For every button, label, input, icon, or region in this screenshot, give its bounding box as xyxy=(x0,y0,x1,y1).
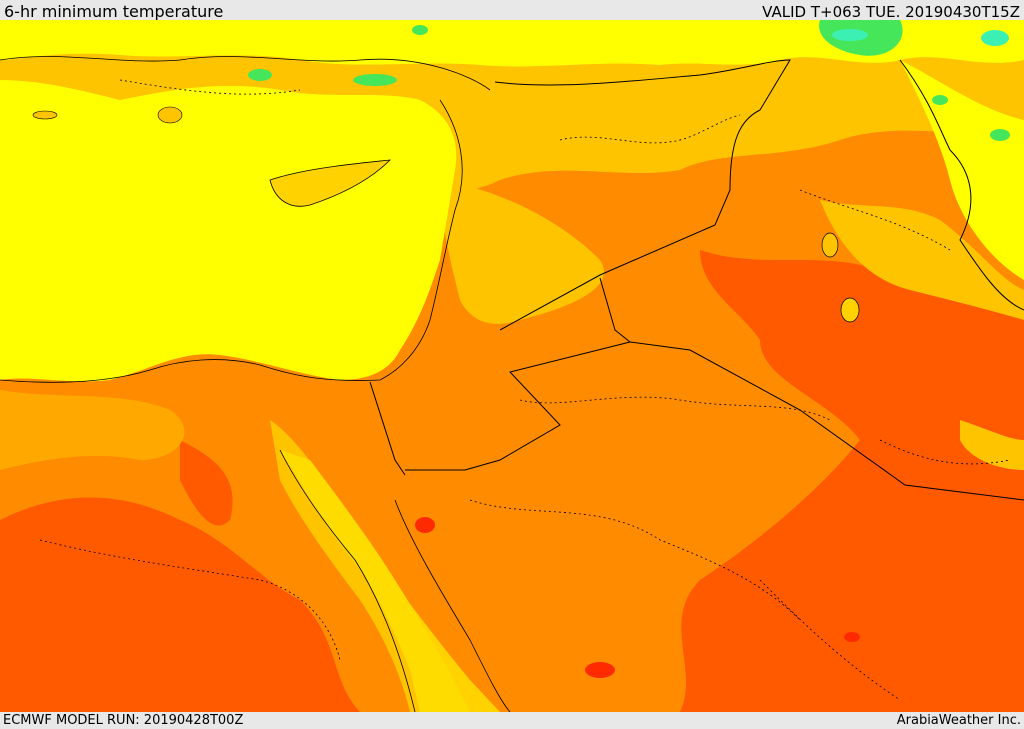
green-patch-2 xyxy=(353,74,397,86)
red-spot-3 xyxy=(585,662,615,678)
island-1 xyxy=(32,110,58,120)
valid-time-label: VALID T+063 TUE. 20190430T15Z xyxy=(762,3,1020,21)
lake-1 xyxy=(821,232,839,258)
green-patch-1 xyxy=(248,69,272,81)
cyan-patch-2 xyxy=(832,29,868,41)
green-patch-5 xyxy=(990,129,1010,141)
coastline-levant xyxy=(0,99,463,383)
light-orange-gulf-east xyxy=(960,420,1024,470)
admin-line-5 xyxy=(559,114,741,144)
island-2 xyxy=(157,106,183,124)
admin-line-3 xyxy=(39,539,341,661)
admin-line-7 xyxy=(879,439,1011,465)
green-patch-3 xyxy=(412,25,428,35)
lake-2 xyxy=(840,297,860,323)
admin-line-8 xyxy=(759,579,901,701)
mediterranean-sea xyxy=(0,80,457,382)
border-egypt-israel xyxy=(369,381,406,476)
north-yellow xyxy=(0,20,1024,67)
model-run-label: ECMWF MODEL RUN: 20190428T00Z xyxy=(3,713,244,728)
coastline-redsea-east xyxy=(394,499,511,712)
red-sea xyxy=(280,450,470,712)
border-syria-iraq xyxy=(494,59,791,331)
northeast-yellow xyxy=(900,60,1024,280)
light-orange-egypt xyxy=(0,390,185,470)
border-iraq-iran xyxy=(899,59,1024,311)
admin-line-1 xyxy=(519,396,831,421)
temperature-map[interactable] xyxy=(0,20,1024,712)
green-patch-6 xyxy=(932,95,948,105)
map-title: 6-hr minimum temperature xyxy=(4,2,224,21)
credit-label: ArabiaWeather Inc. xyxy=(896,713,1021,728)
cyprus xyxy=(269,159,392,207)
light-orange-levant xyxy=(440,180,604,324)
light-orange-iraq xyxy=(820,200,1024,320)
admin-line-2 xyxy=(469,499,801,621)
red-spot-2 xyxy=(844,632,860,642)
coastline-redsea-west xyxy=(279,449,416,712)
dark-orange-west-2 xyxy=(180,440,233,526)
cyan-patch-1 xyxy=(981,30,1009,46)
red-spot-1 xyxy=(415,517,435,533)
coastline-north xyxy=(0,56,491,91)
dark-orange-east xyxy=(680,250,1024,712)
admin-line-6 xyxy=(119,79,301,95)
border-jordan-saudi xyxy=(405,277,632,471)
